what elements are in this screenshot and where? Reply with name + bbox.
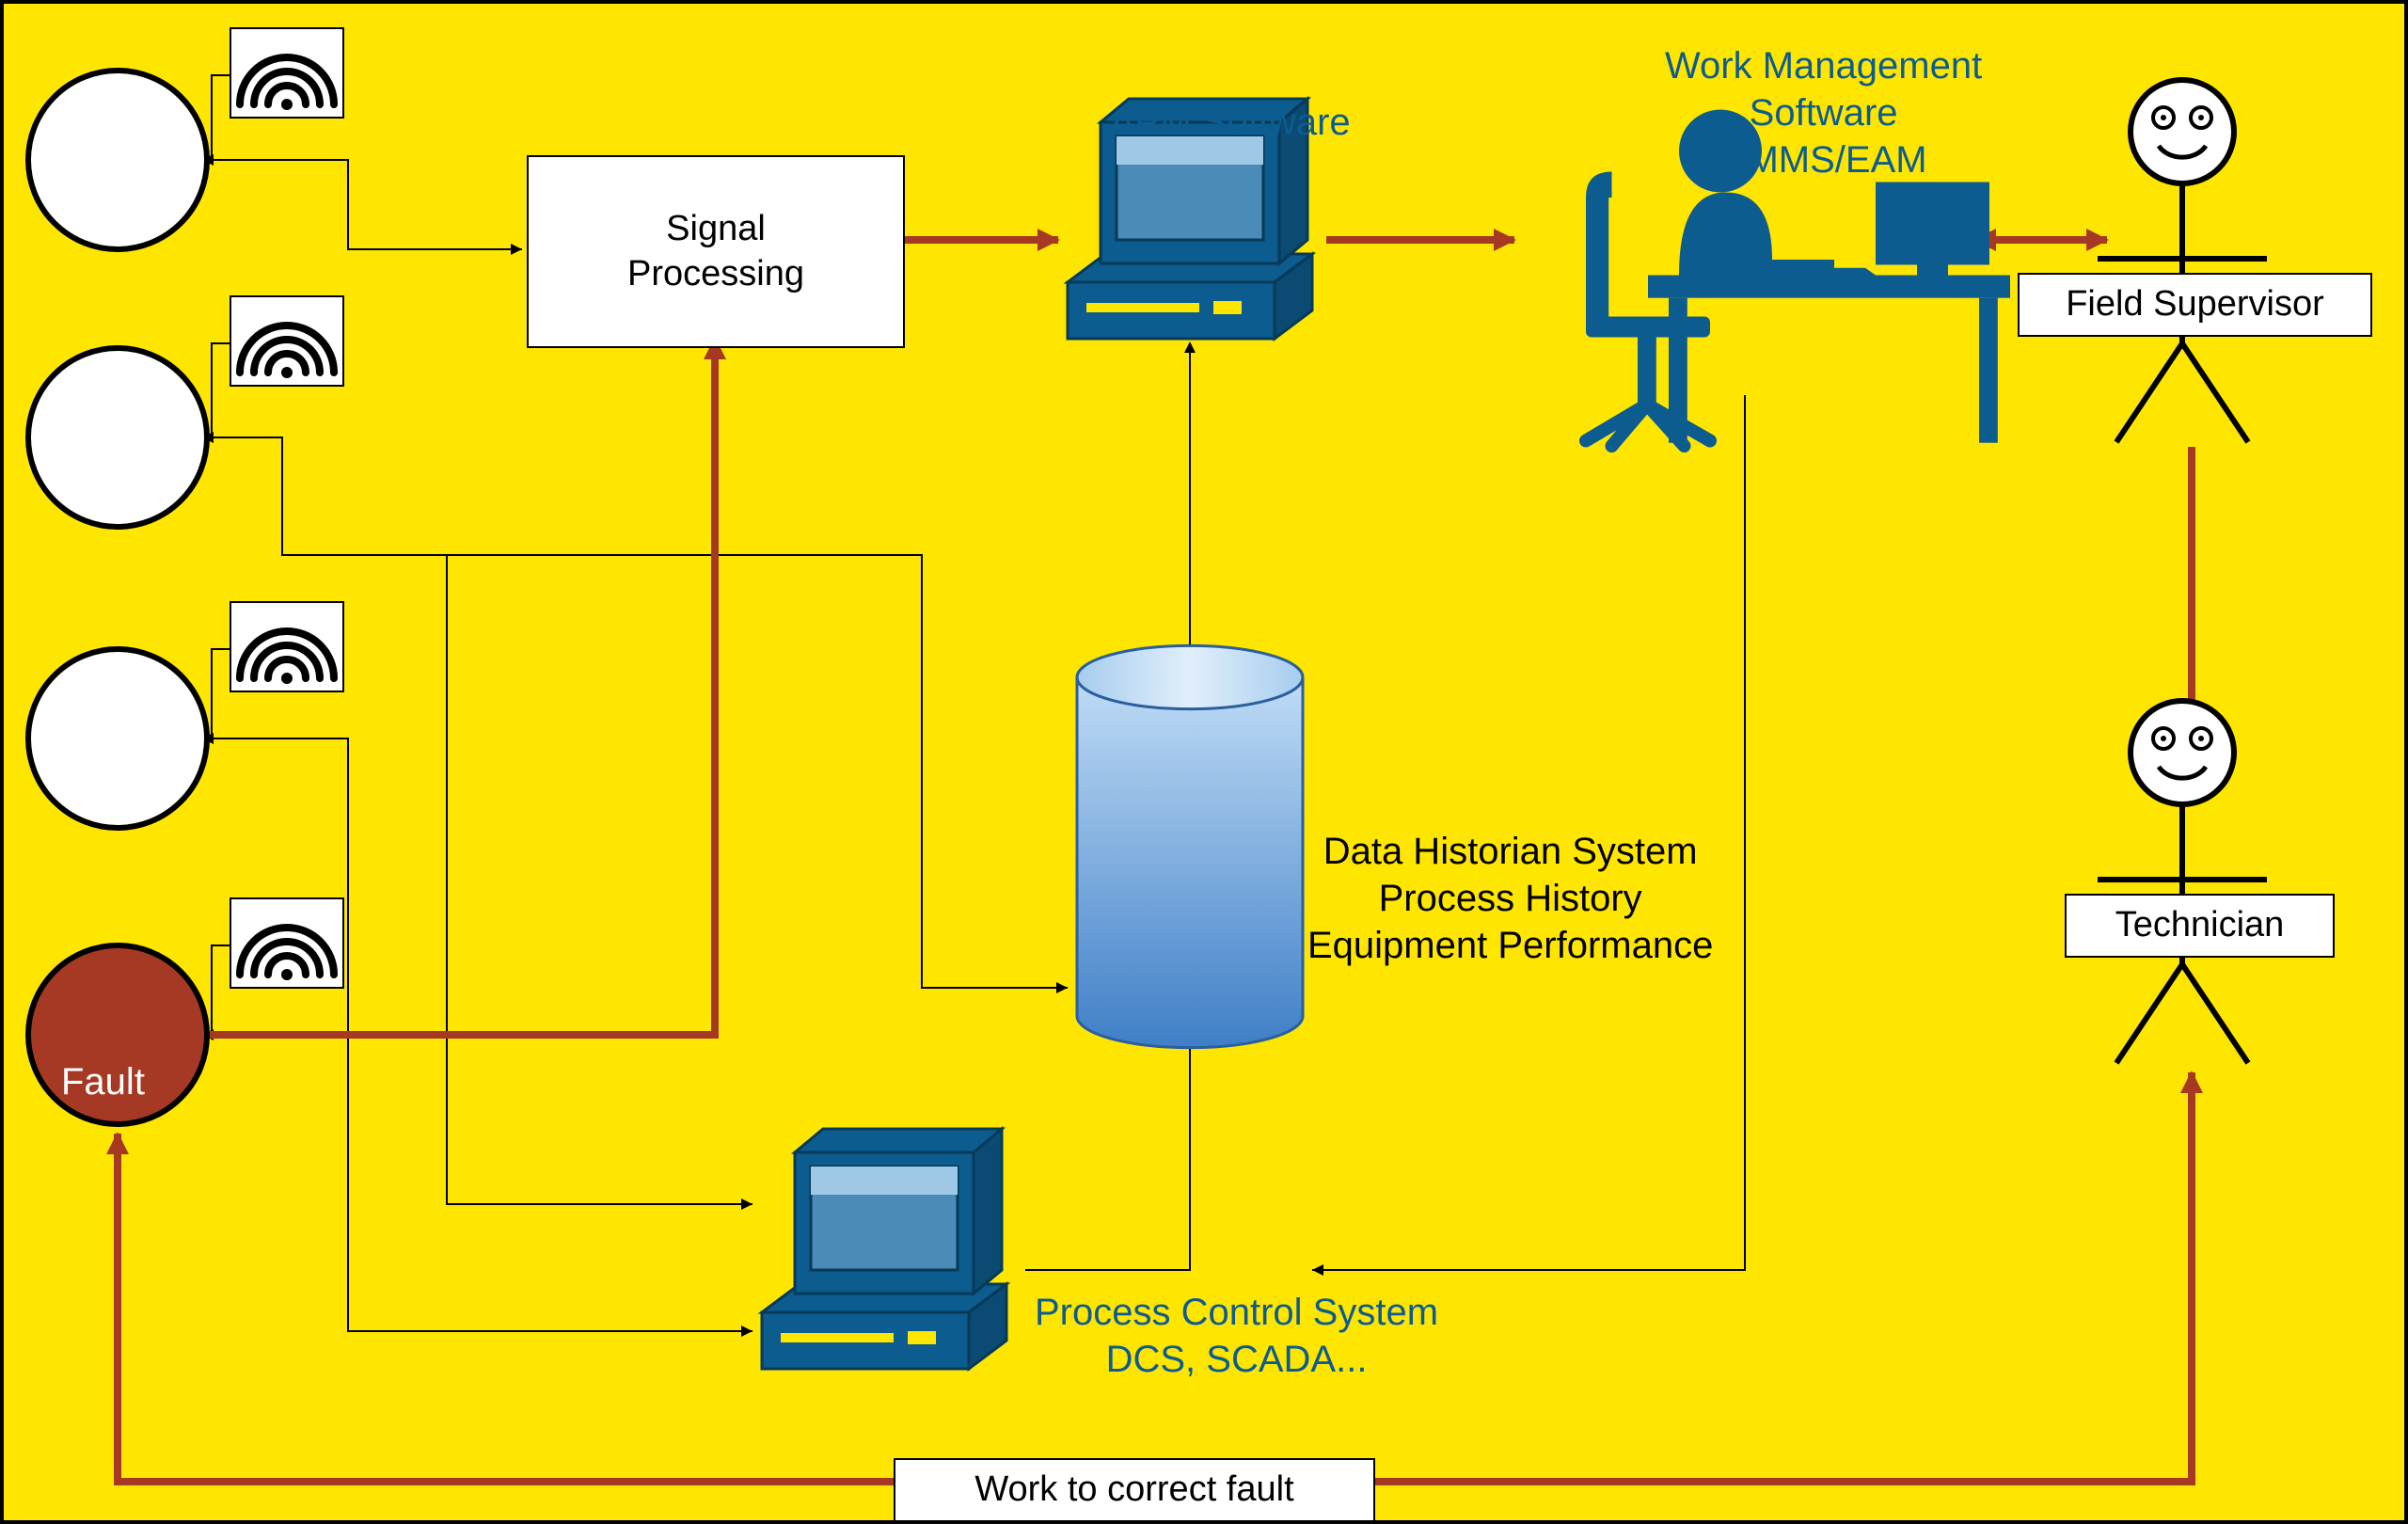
process-control-text: Process Control System DCS, SCADA... [1035, 1242, 1438, 1383]
work-to-correct-fault-label: Work to correct fault [894, 1458, 1375, 1522]
apm-software-title: APM Software [1110, 52, 1351, 146]
fault-label: Fault [61, 1011, 145, 1105]
data-historian-text: Data Historian System Process History Eq… [1307, 781, 1713, 969]
technician-label: Technician [2065, 894, 2335, 958]
work-management-title: Work Management Software CMMS/EAM [1665, 0, 1982, 183]
signal-processing-box: Signal Processing [527, 155, 905, 348]
signal-processing-label: Signal Processing [627, 207, 804, 296]
field-supervisor-label: Field Supervisor [2018, 273, 2372, 337]
